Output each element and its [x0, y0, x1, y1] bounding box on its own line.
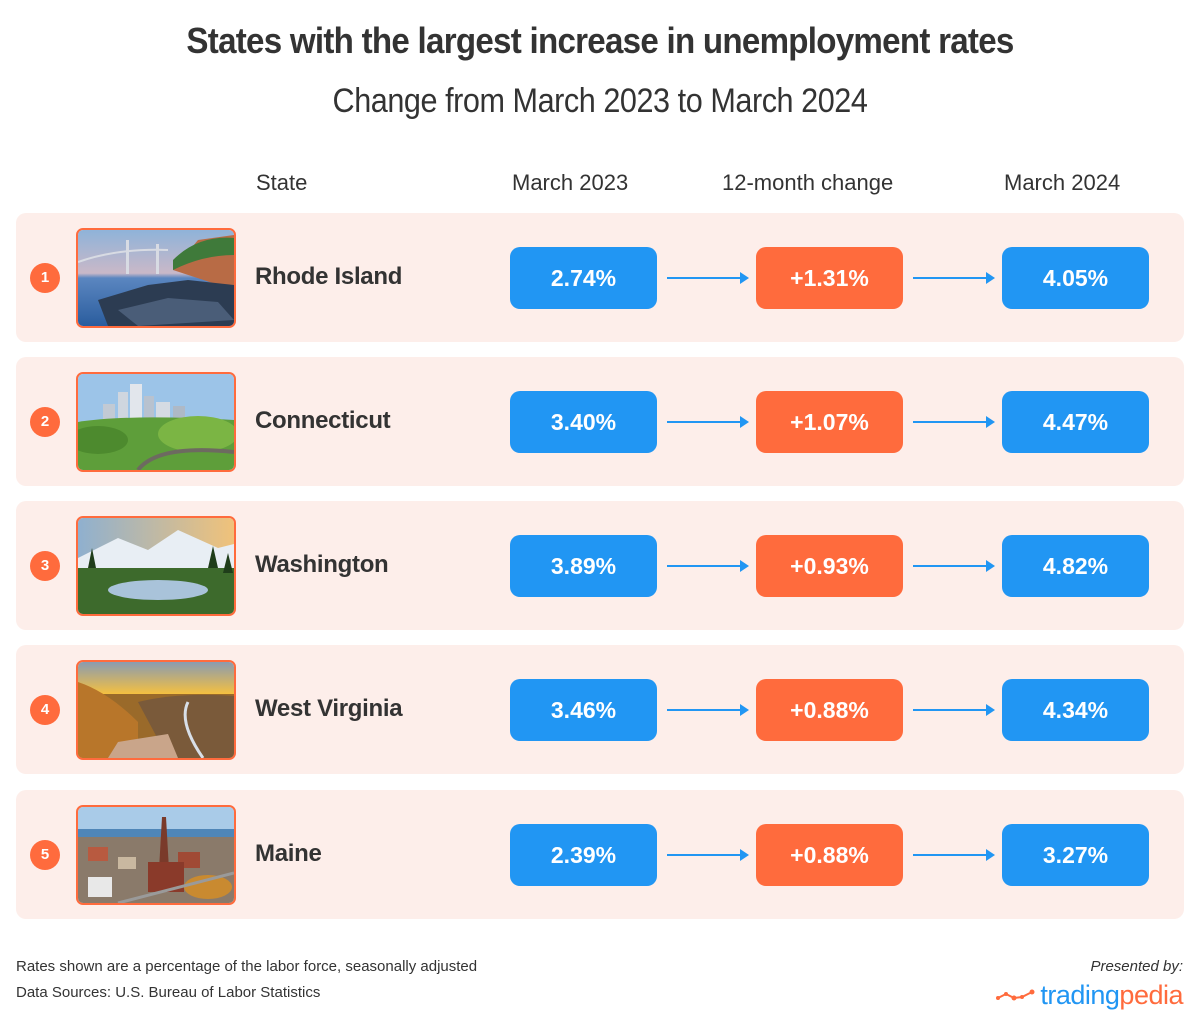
- change-value: +0.88%: [756, 824, 903, 886]
- march-2023-value: 3.40%: [510, 391, 657, 453]
- arrow-right-icon: [913, 416, 995, 428]
- arrow-right-icon: [913, 272, 995, 284]
- arrow-right-icon: [913, 849, 995, 861]
- logo-text-pedia: pedia: [1119, 979, 1183, 1010]
- state-photo: [76, 660, 236, 760]
- rank-badge: 5: [30, 840, 60, 870]
- tradingpedia-logo: trading pedia: [996, 980, 1183, 1010]
- arrow-right-icon: [667, 272, 749, 284]
- change-value: +1.31%: [756, 247, 903, 309]
- state-name: West Virginia: [255, 695, 403, 722]
- state-photo: [76, 805, 236, 905]
- arrow-right-icon: [913, 704, 995, 716]
- change-value: +1.07%: [756, 391, 903, 453]
- march-2024-value: 3.27%: [1002, 824, 1149, 886]
- arrow-right-icon: [667, 416, 749, 428]
- header-march-2024: March 2024: [1004, 170, 1121, 195]
- presented-by-label: Presented by:: [1090, 958, 1183, 975]
- table-row: 1 Rhode Island 2.74% +1.31% 4.05%: [16, 213, 1184, 342]
- state-photo: [76, 228, 236, 328]
- march-2024-value: 4.34%: [1002, 679, 1149, 741]
- table-row: 2 Connecticut 3.40% +1.07% 4.47%: [16, 357, 1184, 486]
- rank-badge: 4: [30, 695, 60, 725]
- logo-text-trading: trading: [1040, 979, 1120, 1010]
- march-2024-value: 4.05%: [1002, 247, 1149, 309]
- march-2024-value: 4.47%: [1002, 391, 1149, 453]
- page-title: States with the largest increase in unem…: [186, 20, 1014, 61]
- state-name: Connecticut: [255, 407, 391, 434]
- header-march-2023: March 2023: [512, 170, 629, 195]
- state-name: Rhode Island: [255, 263, 403, 290]
- arrow-right-icon: [667, 849, 749, 861]
- footer-note: Rates shown are a percentage of the labo…: [16, 958, 478, 975]
- change-value: +0.93%: [756, 535, 903, 597]
- table-row: 3 Washington 3.89% +0.93% 4.82%: [16, 501, 1184, 630]
- table-row: 5 Maine 2.39% +0.88% 3.27%: [16, 790, 1184, 919]
- march-2023-value: 2.39%: [510, 824, 657, 886]
- arrow-right-icon: [667, 560, 749, 572]
- march-2023-value: 3.89%: [510, 535, 657, 597]
- arrow-right-icon: [913, 560, 995, 572]
- state-photo: [76, 372, 236, 472]
- state-photo: [76, 516, 236, 616]
- march-2024-value: 4.82%: [1002, 535, 1149, 597]
- header-state: State: [256, 170, 308, 195]
- table-row: 4 West Virginia 3.46% +0.88% 4.34%: [16, 645, 1184, 774]
- rank-badge: 3: [30, 551, 60, 581]
- arrow-right-icon: [667, 704, 749, 716]
- march-2023-value: 2.74%: [510, 247, 657, 309]
- page-subtitle: Change from March 2023 to March 2024: [332, 82, 868, 120]
- change-value: +0.88%: [756, 679, 903, 741]
- footer-source: Data Sources: U.S. Bureau of Labor Stati…: [16, 984, 321, 1001]
- state-name: Maine: [255, 840, 322, 867]
- march-2023-value: 3.46%: [510, 679, 657, 741]
- rank-badge: 2: [30, 407, 60, 437]
- rank-badge: 1: [30, 263, 60, 293]
- logo-chart-icon: [996, 989, 1035, 1001]
- state-name: Washington: [255, 551, 389, 578]
- header-change: 12-month change: [722, 170, 894, 195]
